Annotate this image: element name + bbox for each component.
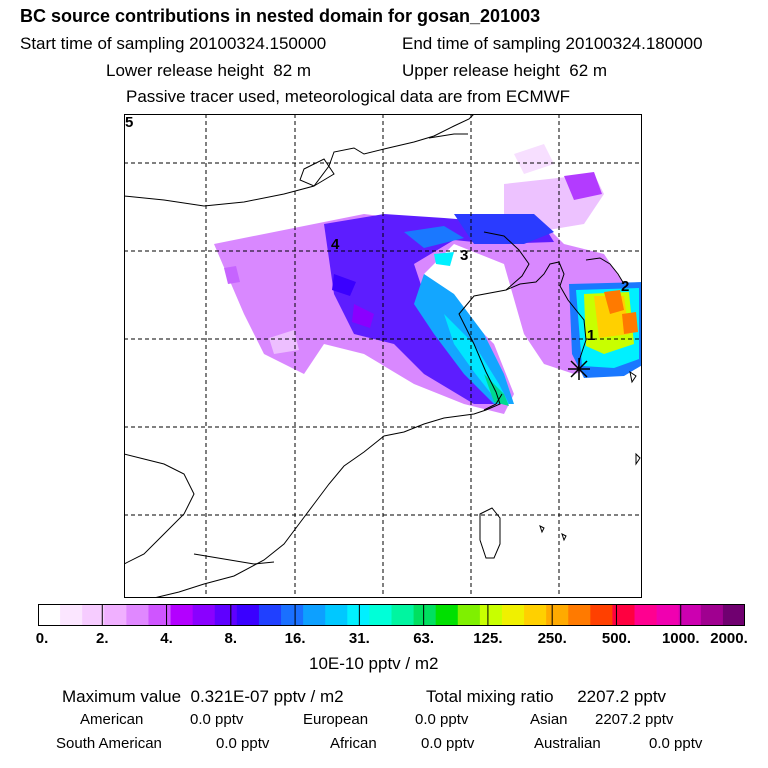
color-scale-cell	[722, 604, 745, 626]
color-scale-frame	[38, 604, 745, 626]
color-scale-cell	[369, 604, 393, 626]
region-label-3: 3	[460, 247, 468, 264]
color-scale-cell	[192, 604, 216, 626]
color-scale-cell	[656, 604, 680, 626]
color-scale-cell	[126, 604, 150, 626]
color-scale-cell	[678, 604, 702, 626]
region-african-value: 0.0 pptv	[421, 735, 475, 752]
color-scale-cell	[501, 604, 525, 626]
color-scale-cell	[413, 604, 437, 626]
max-value-label: Maximum value	[62, 687, 182, 706]
plot-title: BC source contributions in nested domain…	[20, 6, 541, 26]
region-european-name: European	[303, 711, 369, 728]
color-scale-cell	[568, 604, 591, 626]
region-european-value: 0.0 pptv	[415, 711, 469, 728]
upper-release: Upper release height 62 m	[402, 61, 607, 81]
lower-release-label: Lower release height	[106, 61, 264, 80]
total-mixing-ratio-label: Total mixing ratio	[426, 687, 554, 706]
color-scale-tick-label: 2000.	[710, 630, 748, 647]
color-scale-tick-label: 125.	[473, 630, 503, 647]
color-scale-cell	[236, 604, 260, 626]
region-south-american-name: South American	[56, 735, 162, 752]
color-scale-cell	[60, 604, 83, 626]
colorbar-units: 10E-10 pptv / m2	[309, 654, 439, 673]
color-scale-tick-label: 0.	[35, 630, 49, 647]
color-scale-cell	[170, 604, 194, 626]
color-scale-tick-label: 500.	[601, 630, 632, 647]
end-time-label: End time of sampling	[402, 34, 561, 53]
color-scale-tick-label: 16.	[284, 630, 306, 647]
coastlines	[124, 114, 641, 598]
start-time-label: Start time of sampling	[20, 34, 185, 53]
color-scale-cell	[303, 604, 326, 626]
color-scale-cell	[612, 604, 636, 626]
color-scale-cell	[391, 604, 415, 626]
color-scale-tick-label: 8.	[224, 630, 238, 647]
total-mixing-ratio: Total mixing ratio 2207.2 pptv	[426, 687, 666, 707]
color-scale-cell	[457, 604, 481, 626]
max-value: Maximum value 0.321E-07 pptv / m2	[62, 687, 344, 707]
color-scale-cell	[258, 604, 282, 626]
end-time-value: 20100324.180000	[565, 34, 703, 53]
max-value-text: 0.321E-07 pptv / m2	[190, 687, 344, 706]
end-time: End time of sampling 20100324.180000	[402, 34, 703, 54]
start-time-value: 20100324.150000	[189, 34, 327, 53]
color-scale-bar	[38, 604, 745, 626]
color-scale-cell	[214, 604, 238, 626]
color-scale-dividers	[101, 604, 682, 626]
color-scale-tick-label: 250.	[537, 630, 567, 647]
region-australian-name: Australian	[534, 735, 601, 752]
color-scale-cell	[700, 604, 724, 626]
total-mixing-ratio-value: 2207.2 pptv	[577, 687, 667, 706]
color-scale-cell	[479, 604, 503, 626]
upper-release-label: Upper release height	[402, 61, 560, 80]
map-frame	[124, 114, 642, 598]
color-scale-cell	[634, 604, 658, 626]
color-scale-tick-label: 31.	[348, 630, 370, 647]
color-scale-cell	[82, 604, 105, 626]
color-scale-cell	[347, 604, 370, 626]
color-scale-cell	[435, 604, 459, 626]
upper-release-value: 62 m	[569, 61, 608, 80]
tracer-note: Passive tracer used, meteorological data…	[126, 87, 571, 106]
region-american-value: 0.0 pptv	[190, 711, 244, 728]
region-south-american-value: 0.0 pptv	[216, 735, 270, 752]
source-contribution-map: 1 2 3 4 5	[124, 114, 642, 598]
region-label-2: 2	[621, 278, 629, 295]
color-scale-cell	[104, 604, 127, 626]
region-asian-value: 2207.2 pptv	[595, 711, 674, 728]
region-australian-value: 0.0 pptv	[649, 735, 703, 752]
color-scale-cell	[148, 604, 172, 626]
lower-release-value: 82 m	[273, 61, 312, 80]
region-label-4: 4	[331, 236, 340, 253]
region-label-1: 1	[587, 327, 595, 344]
lower-release: Lower release height 82 m	[106, 61, 311, 81]
color-scale-cells	[38, 604, 745, 626]
region-african-name: African	[330, 735, 377, 752]
color-scale-tick-label: 1000.	[661, 630, 700, 647]
color-scale-tick-label: 63.	[413, 630, 435, 647]
color-scale-cell	[38, 604, 61, 626]
color-scale-tick-label: 2.	[96, 630, 109, 647]
receptor-marker-icon	[568, 358, 590, 380]
color-scale-cell	[590, 604, 614, 626]
color-scale-cell	[325, 604, 348, 626]
color-scale-tick-label: 4.	[160, 630, 173, 647]
region-asian-name: Asian	[530, 711, 568, 728]
color-scale-cell	[546, 604, 569, 626]
start-time: Start time of sampling 20100324.150000	[20, 34, 326, 54]
region-label-5: 5	[125, 114, 133, 131]
color-scale-cell	[281, 604, 304, 626]
region-american-name: American	[80, 711, 144, 728]
color-scale-cell	[524, 604, 547, 626]
lat-lon-grid	[124, 114, 642, 598]
